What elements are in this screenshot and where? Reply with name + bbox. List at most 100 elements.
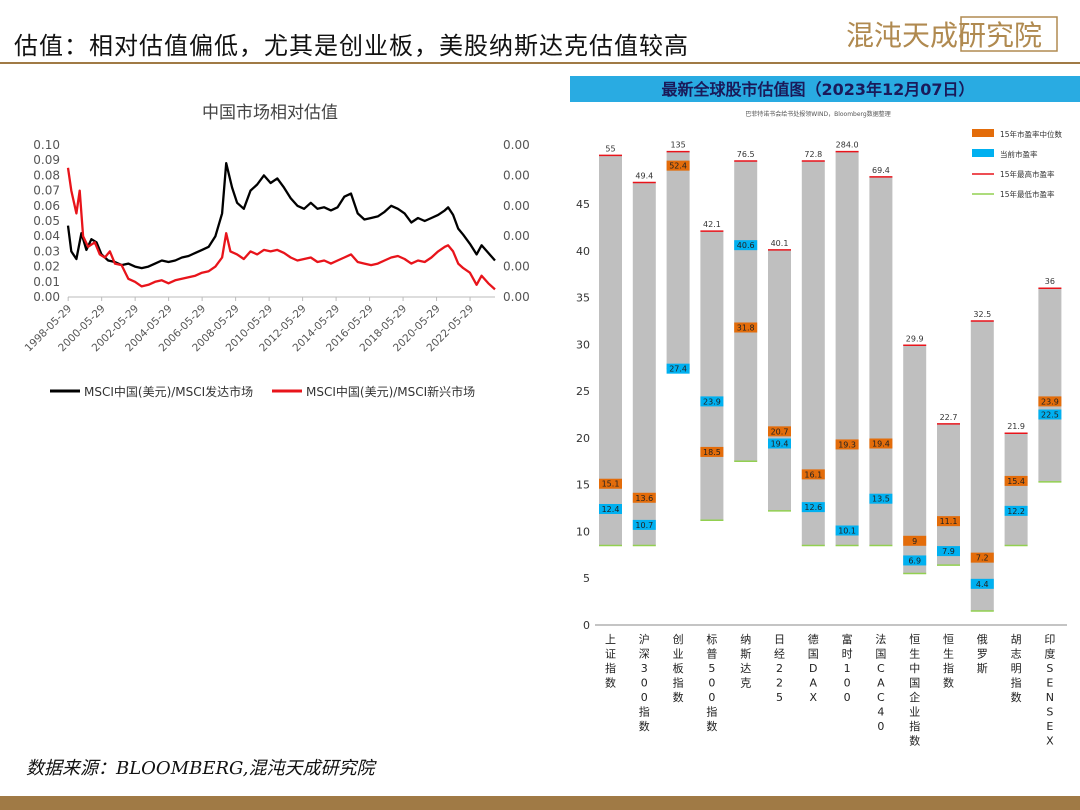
footer-bar xyxy=(0,796,1080,810)
median-pe-label: 18.5 xyxy=(703,448,721,457)
category-label-char: 数 xyxy=(1011,691,1022,704)
category-label-char: 1 xyxy=(844,662,851,675)
current-pe-box xyxy=(599,503,622,514)
category-label-char: 斯 xyxy=(977,662,988,675)
current-pe-box xyxy=(734,240,758,251)
median-pe-box xyxy=(1038,396,1062,407)
right-chart-title-banner xyxy=(570,76,1080,102)
category-label-char: 日 xyxy=(774,633,785,646)
current-pe-box xyxy=(801,502,825,513)
bar-y-tick-label: 0 xyxy=(583,619,590,632)
median-pe-label: 7.2 xyxy=(976,554,989,563)
right-chart-subtitle: 巴菲特诺书会给书处报领WIND，Bloomberg数据整理 xyxy=(745,110,890,118)
category-label-char: N xyxy=(1046,691,1054,704)
category-label-char: 数 xyxy=(943,677,954,690)
left-chart-title: 中国市场相对估值 xyxy=(202,103,338,123)
median-pe-box xyxy=(599,478,622,489)
category-label-char: 克 xyxy=(740,677,751,690)
median-pe-box xyxy=(666,160,690,171)
median-pe-label: 19.4 xyxy=(872,440,890,449)
median-pe-box xyxy=(1004,475,1028,486)
median-pe-box xyxy=(801,469,825,480)
current-pe-box xyxy=(970,578,994,589)
median-pe-box xyxy=(734,322,758,333)
category-label-char: 2 xyxy=(776,662,783,675)
median-pe-label: 9 xyxy=(912,537,917,546)
category-label-char: 法 xyxy=(875,632,886,646)
category-label-char: 企 xyxy=(909,690,920,704)
median-pe-label: 16.1 xyxy=(804,470,822,479)
category-label-char: 上 xyxy=(605,633,616,646)
category-label-char: 明 xyxy=(1011,662,1022,675)
current-pe-label: 27.4 xyxy=(669,365,687,374)
left-chart-series xyxy=(66,162,496,291)
bar-legend-label: 15年最高市盈率 xyxy=(1000,169,1055,179)
current-pe-label: 22.5 xyxy=(1041,411,1059,420)
bar-y-tick-label: 35 xyxy=(576,292,590,305)
category-label-char: 0 xyxy=(641,677,648,690)
category-label-char: 5 xyxy=(776,691,783,704)
median-pe-label: 11.1 xyxy=(940,517,958,526)
high-pe-label: 22.7 xyxy=(940,413,958,422)
valuation-range-bar xyxy=(869,176,893,546)
left-y-tick-label: 0.01 xyxy=(33,275,60,289)
category-label-char: 指 xyxy=(909,719,920,733)
category-label-char: 恒 xyxy=(943,633,954,646)
category-label-char: X xyxy=(1046,735,1054,748)
valuation-range-bar xyxy=(599,155,622,546)
category-label-char: 业 xyxy=(673,648,684,661)
category-label-char: 恒 xyxy=(909,633,920,646)
category-label-char: 度 xyxy=(1044,647,1055,661)
current-pe-label: 13.5 xyxy=(872,495,890,504)
category-label-char: 纳 xyxy=(740,633,751,646)
bar-y-tick-label: 40 xyxy=(576,245,590,258)
left-y-tick-label: 0.05 xyxy=(33,214,60,228)
left-y-tick-label: 0.06 xyxy=(33,199,60,213)
high-pe-label: 284.0 xyxy=(836,141,859,150)
current-pe-box xyxy=(632,519,656,530)
high-pe-label: 55 xyxy=(605,144,615,153)
bar-y-tick-label: 20 xyxy=(576,432,590,445)
current-pe-box xyxy=(903,555,927,566)
legend-median-swatch xyxy=(972,129,994,137)
median-pe-box xyxy=(903,535,927,546)
category-label-char: 印 xyxy=(1044,633,1055,646)
high-pe-label: 69.4 xyxy=(872,166,890,175)
left-y-tick-label: 0.09 xyxy=(33,153,60,167)
category-label-char: 达 xyxy=(740,662,751,675)
right-y-tick-label: 0.00 xyxy=(503,199,530,213)
category-label-char: 4 xyxy=(877,706,884,719)
median-pe-label: 23.9 xyxy=(1041,397,1059,406)
category-label-char: 2 xyxy=(776,677,783,690)
category-label-char: 指 xyxy=(1011,676,1022,690)
high-pe-label: 72.8 xyxy=(804,150,822,159)
bar-y-tick-label: 15 xyxy=(576,479,590,492)
median-pe-box xyxy=(869,438,893,449)
bar-y-tick-label: 30 xyxy=(576,338,590,351)
high-pe-label: 42.1 xyxy=(703,220,721,229)
header-divider xyxy=(0,62,1080,64)
high-pe-label: 21.9 xyxy=(1007,422,1025,431)
current-pe-label: 12.2 xyxy=(1007,507,1025,516)
current-pe-box xyxy=(700,396,724,407)
category-label-char: C xyxy=(877,691,885,704)
category-label-char: 板 xyxy=(673,661,684,675)
right-y-tick-label: 0.00 xyxy=(503,168,530,182)
median-pe-label: 13.6 xyxy=(635,494,653,503)
category-label-char: 深 xyxy=(639,648,650,661)
high-pe-label: 49.4 xyxy=(635,171,653,180)
current-pe-box xyxy=(1038,409,1062,420)
median-pe-label: 15.4 xyxy=(1007,477,1025,486)
category-label-char: 国 xyxy=(808,648,819,661)
category-label-char: 证 xyxy=(605,648,616,661)
current-pe-label: 19.4 xyxy=(771,440,789,449)
median-pe-box xyxy=(970,552,994,563)
category-label-char: 志 xyxy=(1011,648,1022,661)
valuation-range-bar xyxy=(903,345,927,574)
category-label-char: C xyxy=(877,662,885,675)
category-label-char: 生 xyxy=(943,647,954,661)
category-label-char: 指 xyxy=(943,661,954,675)
series-line-2 xyxy=(66,167,496,291)
series-line-1 xyxy=(66,162,496,270)
left-y-tick-label: 0.10 xyxy=(33,138,60,152)
